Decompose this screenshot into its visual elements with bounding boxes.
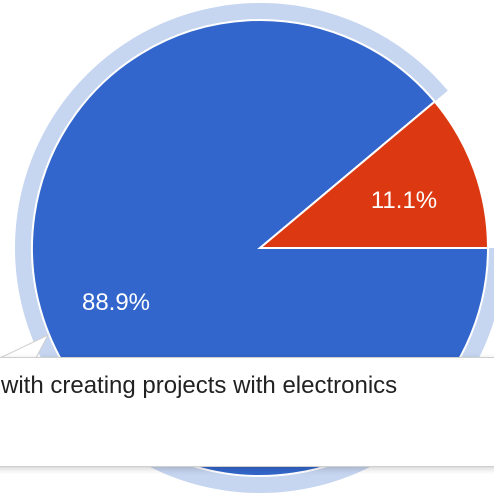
tooltip-text: with creating projects with electronics bbox=[1, 372, 398, 399]
chart-tooltip: with creating projects with electronics bbox=[0, 357, 494, 467]
slice-label-layer: 88.9% 11.1% bbox=[82, 187, 437, 316]
slice-label-2: 11.1% bbox=[371, 187, 437, 214]
slice-label-1: 88.9% bbox=[82, 289, 150, 316]
pie-slice-2[interactable] bbox=[257, 100, 490, 249]
